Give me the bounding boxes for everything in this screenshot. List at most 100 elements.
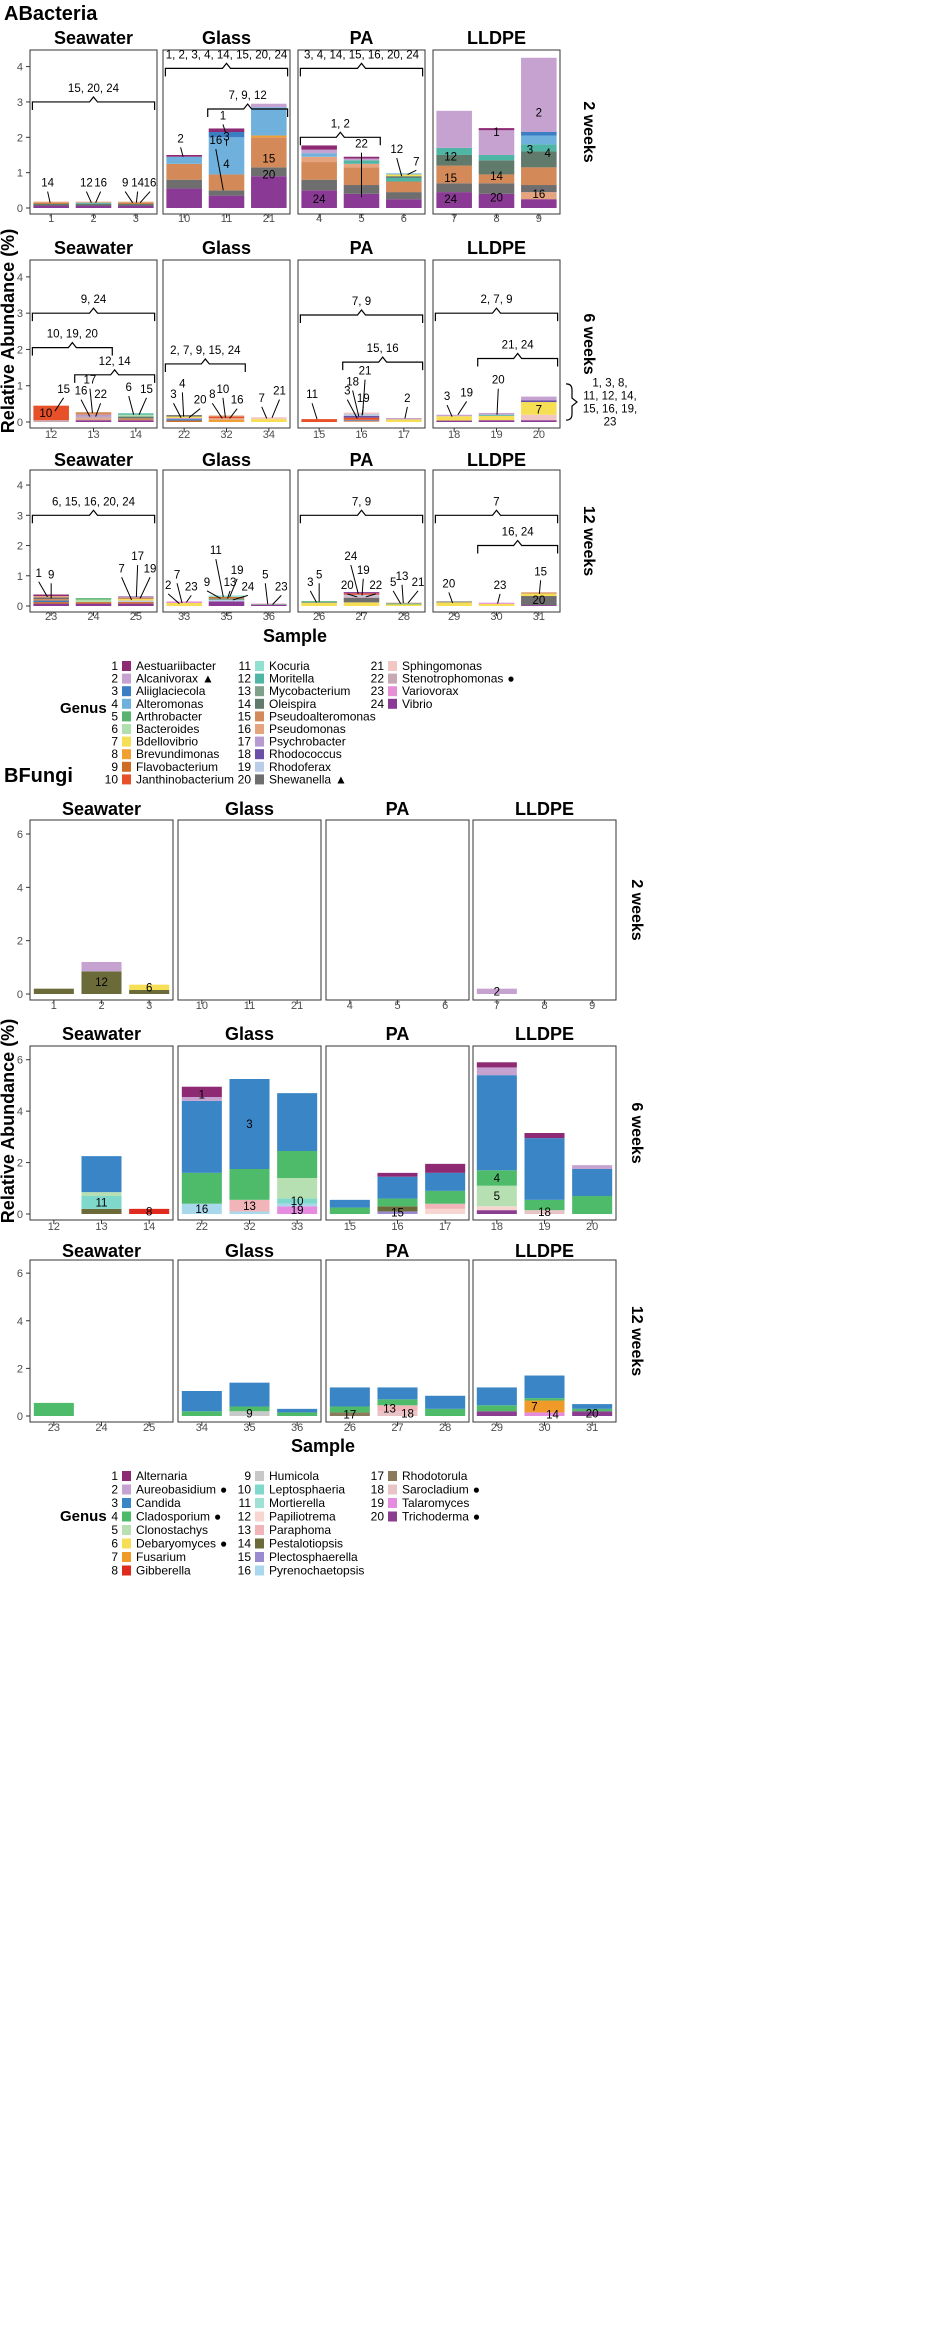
bar-segment [75,599,112,603]
x-tick-label: 25 [130,611,142,623]
genus-label: 15 [444,173,457,185]
bar-segment [329,1207,370,1214]
bar-segment [476,1170,517,1186]
genus-label: 20 [586,1409,599,1421]
bar-segment [301,153,337,157]
legend-entry: Plectosphaerella [269,1550,358,1564]
x-tick-label: 32 [220,429,232,441]
bar-segment [476,1210,517,1214]
x-tick-label: 29 [448,611,460,623]
panel-frame [297,469,426,613]
legend-entry: Moritella [269,672,315,686]
legend-marker: ● [507,672,514,686]
genus-label: 3 [307,577,313,589]
bar-segment [251,604,287,606]
bar-segment [75,418,112,421]
legend-number: 20 [238,772,252,786]
genus-label: 3 [444,391,450,403]
bracket-label: 16, 24 [502,527,535,539]
legend-entry: Sarocladium ● [402,1483,480,1497]
bar-segment [251,176,287,208]
row-label: 6 weeks [628,1102,645,1163]
genus-label: 17 [131,551,144,563]
legend-swatch [122,1471,131,1481]
legend-number: 5 [111,1523,118,1537]
legend-genus-name: Pestalotiopsis [269,1537,343,1551]
legend-genus-name: Oleispira [269,697,317,711]
legend-number: 1 [111,1469,118,1483]
genus-label: 15 [57,384,70,396]
genus-label: 4 [545,148,552,160]
genus-label: 18 [346,377,359,389]
bar-segment [386,174,422,177]
bar-segment [301,149,337,154]
genus-label: 24 [241,581,254,593]
genus-label: 20 [442,578,455,590]
legend-swatch [122,686,131,697]
leader-line [222,124,226,133]
leader-line [346,399,358,419]
x-tick-label: 11 [244,1000,255,1012]
bar-segment [229,1199,270,1212]
bar-segment [118,599,154,601]
leader-line [361,578,364,596]
bracket [31,307,156,322]
legend-number: 11 [239,1496,252,1510]
genus-label: 9 [122,178,128,190]
bar-segment [81,962,122,972]
legend-swatch [122,761,131,772]
legend-entry: Psychrobacter [269,735,346,749]
leader-line [173,403,182,418]
x-tick-label: 18 [491,1221,503,1233]
genus-label: 24 [444,194,457,206]
legend-swatch [255,686,264,697]
bar-segment [476,1062,517,1068]
legend-entry: Janthinobacterium [136,772,234,786]
bar-segment [208,416,245,419]
legend-swatch [122,774,131,785]
legend-number: 15 [238,1550,252,1564]
legend-entry: Rhodococcus [269,747,342,761]
strip-title: PA [350,238,374,258]
bar-segment [377,1211,418,1214]
legend-entry: Mortierella [269,1496,325,1510]
leader-line [232,594,248,601]
genus-label: 3 [223,132,229,144]
bar-segment [521,593,557,597]
bar-segment [208,128,245,132]
legend-swatch [122,1538,131,1549]
bar-segment [436,147,472,155]
leader-line [85,191,92,203]
legend-entry: Trichoderma ● [402,1510,480,1524]
bar-segment [301,179,337,191]
bar-segment [251,603,287,605]
bracket-label: 7, 9, 12 [228,90,266,102]
genus-label: 5 [316,569,322,581]
legend-number: 19 [371,1496,385,1510]
bar-segment [572,1404,613,1409]
x-tick-label: 26 [344,1422,356,1434]
panel-frame [29,819,174,1001]
bar-segment [524,1199,565,1211]
bar-segment [343,602,380,606]
legend-number: 6 [111,1537,118,1551]
x-tick-label: 34 [263,429,275,441]
genus-label: 21 [273,386,286,398]
bracket-label: 7, 9 [352,496,371,508]
genus-label: 16 [231,395,244,407]
bracket [164,357,246,372]
leader-line [215,149,224,191]
legend-title: Genus [60,1508,107,1525]
bracket [477,352,559,367]
genus-label: 15 [391,1208,404,1220]
x-tick-label: 9 [589,1000,595,1012]
y-tick-label: 0 [17,203,23,215]
bar-segment [425,1408,466,1416]
bar-segment [277,1093,318,1151]
legend-genus-name: Aliiglaciecola [136,684,206,698]
bar-segment [386,602,422,604]
bar-segment [277,1206,318,1214]
x-tick-label: 16 [391,1221,403,1233]
x-tick-label: 27 [355,611,367,623]
